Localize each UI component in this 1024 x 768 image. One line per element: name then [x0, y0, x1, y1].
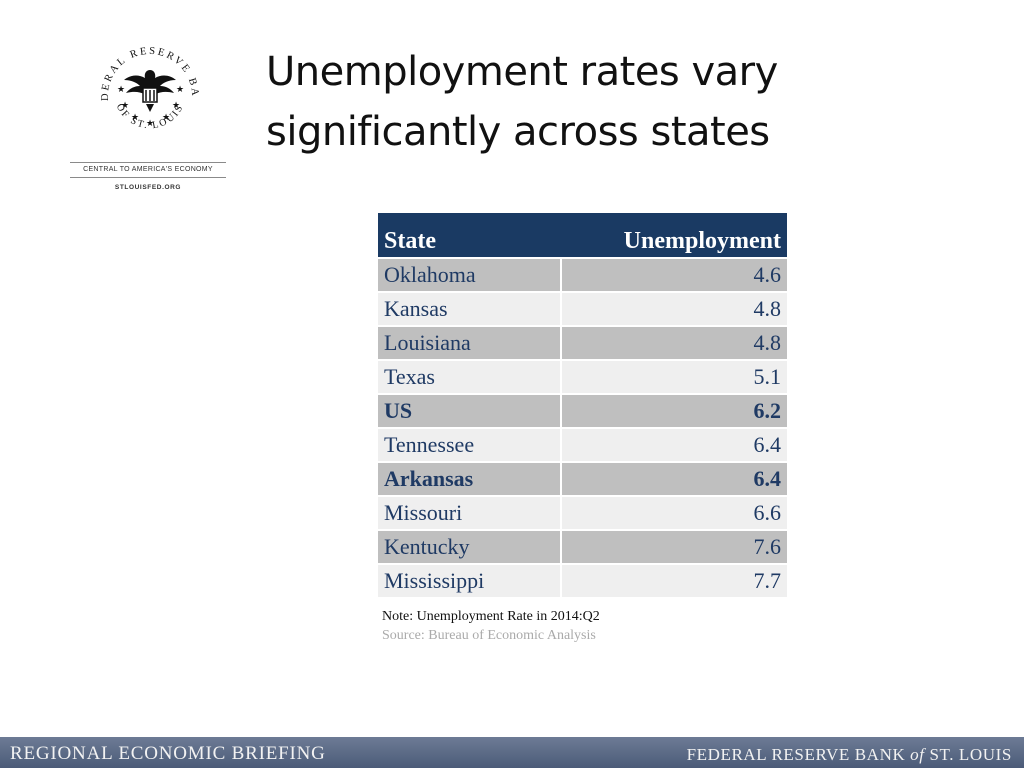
- table-row: Louisiana 4.8: [378, 325, 787, 360]
- table-row: Texas 5.1: [378, 359, 787, 394]
- state-cell: Mississippi: [378, 563, 562, 597]
- table-row: Oklahoma 4.6: [378, 257, 787, 292]
- svg-text:★: ★: [172, 101, 180, 111]
- logo-tagline: CENTRAL TO AMERICA'S ECONOMY: [83, 166, 213, 173]
- svg-text:★: ★: [131, 113, 139, 123]
- value-cell: 7.7: [561, 563, 787, 597]
- table-row: Kentucky 7.6: [378, 529, 787, 564]
- fed-logo: FEDERAL RESERVE BANK OF ST. LOUIS ★ ★ ★ …: [70, 34, 230, 194]
- footer-bank-name: FEDERAL RESERVE BANK of ST. LOUIS: [687, 745, 1012, 765]
- logo-divider-bottom: [70, 177, 226, 178]
- unemployment-table-container: State Unemployment Oklahoma 4.6 Kansas 4…: [378, 213, 787, 644]
- footer-bar: REGIONAL ECONOMIC BRIEFING FEDERAL RESER…: [0, 737, 1024, 768]
- table-note: Note: Unemployment Rate in 2014:Q2: [382, 609, 600, 624]
- table-row: Kansas 4.8: [378, 291, 787, 326]
- state-cell: Louisiana: [378, 325, 562, 360]
- footer-briefing-label: REGIONAL ECONOMIC BRIEFING: [10, 743, 326, 764]
- table-header-row: State Unemployment: [378, 213, 787, 258]
- state-column-header: State: [378, 213, 561, 258]
- value-cell: 6.4: [561, 427, 787, 462]
- logo-url: STLOUISFED.ORG: [114, 184, 182, 191]
- table-row: Mississippi 7.7: [378, 563, 787, 597]
- svg-text:★: ★: [146, 119, 154, 129]
- state-cell: Kentucky: [378, 529, 562, 564]
- value-cell: 4.8: [561, 291, 787, 326]
- value-cell: 6.2: [561, 393, 787, 428]
- state-cell: Texas: [378, 359, 562, 394]
- value-cell: 4.8: [561, 325, 787, 360]
- state-cell: US: [378, 393, 562, 428]
- svg-text:★: ★: [176, 85, 184, 95]
- footer-bank-part1: FEDERAL RESERVE BANK: [686, 745, 911, 764]
- svg-text:★: ★: [121, 101, 129, 111]
- state-cell: Oklahoma: [378, 257, 562, 292]
- footer-bank-of: of: [910, 745, 925, 764]
- logo-divider-top: [70, 162, 226, 163]
- value-cell: 6.6: [561, 495, 787, 530]
- table-row-arkansas: Arkansas 6.4: [378, 461, 787, 496]
- eagle-seal-icon: FEDERAL RESERVE BANK OF ST. LOUIS ★ ★ ★ …: [90, 34, 198, 131]
- svg-text:★: ★: [117, 85, 125, 95]
- table-row-us: US 6.2: [378, 393, 787, 428]
- slide-title-line2: significantly across states: [266, 109, 770, 155]
- value-cell: 6.4: [561, 461, 787, 496]
- state-cell: Arkansas: [378, 461, 562, 496]
- slide-title: Unemployment rates vary significantly ac…: [266, 42, 886, 162]
- state-cell: Kansas: [378, 291, 562, 326]
- svg-text:★: ★: [162, 113, 170, 123]
- value-cell: 4.6: [561, 257, 787, 292]
- table-row: Tennessee 6.4: [378, 427, 787, 462]
- value-cell: 5.1: [561, 359, 787, 394]
- unemployment-column-header: Unemployment: [561, 213, 787, 258]
- value-cell: 7.6: [561, 529, 787, 564]
- state-cell: Tennessee: [378, 427, 562, 462]
- table-source: Source: Bureau of Economic Analysis: [382, 628, 596, 643]
- unemployment-table: State Unemployment Oklahoma 4.6 Kansas 4…: [378, 213, 787, 597]
- state-cell: Missouri: [378, 495, 562, 530]
- table-row: Missouri 6.6: [378, 495, 787, 530]
- footer-bank-part2: ST. LOUIS: [924, 745, 1012, 764]
- slide-title-line1: Unemployment rates vary: [266, 49, 778, 95]
